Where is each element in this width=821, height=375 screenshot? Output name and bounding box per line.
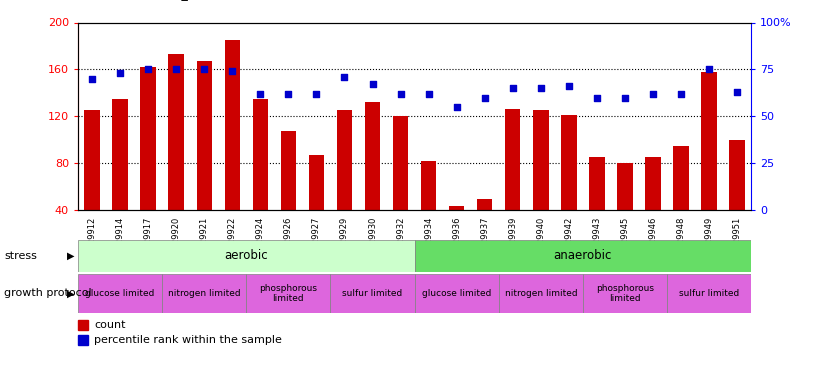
- Text: count: count: [94, 320, 126, 330]
- Bar: [246, 274, 331, 313]
- Point: [198, 66, 211, 72]
- Bar: [449, 207, 465, 257]
- Text: anaerobic: anaerobic: [553, 249, 612, 262]
- Bar: [337, 110, 352, 257]
- Point: [507, 85, 520, 91]
- Point: [703, 66, 716, 72]
- Point: [731, 89, 744, 95]
- Point: [675, 91, 688, 97]
- Bar: [645, 157, 661, 257]
- Bar: [730, 140, 745, 257]
- Text: nitrogen limited: nitrogen limited: [505, 289, 577, 298]
- Bar: [589, 157, 604, 257]
- Point: [590, 94, 603, 100]
- Point: [254, 91, 267, 97]
- Bar: [421, 161, 436, 257]
- Bar: [393, 116, 408, 257]
- Bar: [673, 146, 689, 257]
- Text: percentile rank within the sample: percentile rank within the sample: [94, 335, 282, 345]
- Text: glucose limited: glucose limited: [422, 289, 492, 298]
- Point: [226, 68, 239, 74]
- Bar: [253, 99, 268, 257]
- Point: [422, 91, 435, 97]
- Text: sulfur limited: sulfur limited: [342, 289, 402, 298]
- Text: ▶: ▶: [67, 251, 75, 261]
- Bar: [701, 72, 717, 257]
- Point: [282, 91, 295, 97]
- Point: [113, 70, 126, 76]
- Text: glucose limited: glucose limited: [85, 289, 155, 298]
- Bar: [562, 115, 576, 257]
- Bar: [168, 54, 184, 257]
- Text: phosphorous
limited: phosphorous limited: [596, 284, 654, 303]
- Bar: [78, 335, 88, 345]
- Bar: [140, 67, 156, 257]
- Point: [141, 66, 154, 72]
- Text: phosphorous
limited: phosphorous limited: [259, 284, 318, 303]
- Point: [366, 81, 379, 87]
- Bar: [583, 274, 667, 313]
- Point: [394, 91, 407, 97]
- Bar: [330, 274, 415, 313]
- Text: stress: stress: [4, 251, 37, 261]
- Point: [478, 94, 491, 100]
- Bar: [78, 320, 88, 330]
- Text: ▶: ▶: [67, 288, 75, 298]
- Text: nitrogen limited: nitrogen limited: [168, 289, 241, 298]
- Bar: [365, 102, 380, 257]
- Bar: [477, 200, 493, 257]
- Bar: [499, 274, 583, 313]
- Bar: [533, 110, 548, 257]
- Bar: [78, 240, 415, 272]
- Point: [310, 91, 323, 97]
- Bar: [505, 109, 521, 257]
- Bar: [225, 40, 240, 257]
- Point: [646, 91, 659, 97]
- Text: aerobic: aerobic: [224, 249, 268, 262]
- Point: [85, 76, 99, 82]
- Bar: [196, 61, 212, 257]
- Bar: [309, 155, 324, 257]
- Point: [562, 83, 576, 89]
- Bar: [617, 163, 633, 257]
- Point: [338, 74, 351, 80]
- Bar: [415, 274, 499, 313]
- Bar: [85, 110, 99, 257]
- Bar: [281, 132, 296, 257]
- Text: sulfur limited: sulfur limited: [679, 289, 739, 298]
- Bar: [78, 274, 163, 313]
- Bar: [112, 99, 128, 257]
- Point: [170, 66, 183, 72]
- Point: [534, 85, 548, 91]
- Text: growth protocol: growth protocol: [4, 288, 92, 298]
- Bar: [667, 274, 751, 313]
- Point: [450, 104, 463, 110]
- Bar: [163, 274, 246, 313]
- Point: [618, 94, 631, 100]
- Bar: [415, 240, 751, 272]
